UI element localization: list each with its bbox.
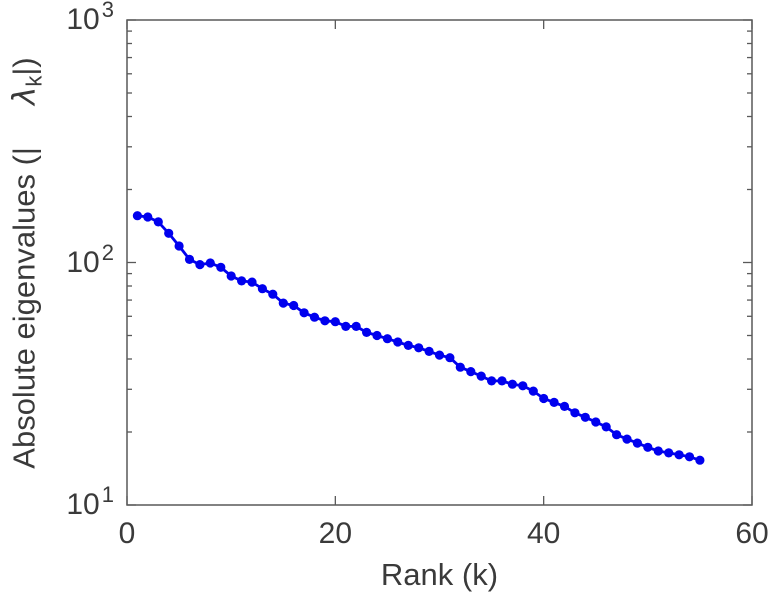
- data-point: [539, 393, 549, 404]
- data-point: [487, 376, 497, 386]
- data-point: [184, 254, 195, 264]
- data-point: [153, 217, 163, 227]
- data-point: [622, 434, 632, 444]
- data-point: [216, 262, 226, 272]
- x-tick-label: 40: [526, 517, 561, 550]
- lambda-subscript: k: [21, 75, 47, 87]
- data-point: [341, 321, 351, 331]
- data-point: [580, 412, 590, 422]
- x-tick-label: 0: [118, 517, 136, 550]
- data-point: [591, 417, 601, 427]
- data-point: [403, 340, 413, 350]
- y-axis-label-prefix: Absolute eigenvalues (|: [6, 147, 42, 469]
- y-axis-label: Absolute eigenvalues (| λk|): [7, 57, 48, 468]
- data-point: [289, 300, 299, 311]
- data-point: [205, 258, 215, 268]
- data-point: [278, 298, 288, 308]
- data-point: [424, 346, 434, 356]
- data-point: [445, 353, 455, 363]
- x-tick-label: 20: [318, 517, 353, 550]
- data-point: [320, 316, 330, 326]
- data-point: [518, 381, 528, 391]
- data-point: [664, 448, 674, 458]
- axis-box: [126, 19, 753, 506]
- y-axis-label-suffix: |): [6, 57, 42, 76]
- y-tick-base: 10: [66, 3, 100, 36]
- data-point: [257, 284, 267, 294]
- y-tick-base: 10: [66, 488, 100, 521]
- data-point: [466, 367, 476, 377]
- x-tick-label: 60: [735, 517, 769, 550]
- y-tick-base: 10: [66, 245, 100, 279]
- y-tick-label: 103: [66, 0, 114, 37]
- data-point: [174, 241, 184, 251]
- data-point: [434, 350, 445, 360]
- y-tick-label: 101: [66, 482, 114, 522]
- data-point: [268, 289, 278, 299]
- data-point: [643, 442, 653, 452]
- data-point: [143, 212, 153, 222]
- y-tick-exponent: 1: [101, 482, 114, 507]
- data-point: [653, 446, 663, 456]
- data-point: [684, 452, 695, 462]
- data-point: [393, 337, 403, 347]
- data-point: [549, 397, 559, 407]
- data-point: [476, 371, 486, 381]
- data-point: [559, 401, 570, 411]
- data-line: [137, 214, 701, 462]
- y-tick-label: 102: [66, 240, 114, 280]
- data-point: [195, 260, 205, 270]
- data-point: [237, 276, 247, 286]
- data-point: [601, 422, 611, 432]
- data-point: [226, 271, 236, 281]
- data-point: [351, 321, 361, 331]
- data-point: [372, 330, 382, 341]
- data-point: [497, 376, 507, 386]
- data-point: [309, 312, 320, 322]
- data-point: [164, 228, 174, 238]
- data-point: [455, 362, 465, 372]
- x-axis-label: Rank (k): [380, 557, 499, 592]
- y-tick-exponent: 2: [101, 239, 114, 265]
- data-point: [330, 317, 340, 327]
- data-point: [612, 430, 622, 440]
- data-point: [507, 379, 517, 389]
- data-point: [247, 277, 257, 287]
- data-point: [695, 455, 705, 465]
- data-point: [132, 211, 142, 221]
- data-point: [414, 343, 424, 353]
- data-point: [299, 308, 309, 318]
- data-point: [362, 327, 372, 337]
- y-tick-exponent: 3: [101, 0, 114, 22]
- data-point: [382, 334, 392, 344]
- data-point: [674, 450, 684, 460]
- data-point: [632, 438, 643, 448]
- data-point: [570, 408, 580, 418]
- data-point: [528, 386, 538, 396]
- lambda-symbol: λ: [6, 86, 43, 106]
